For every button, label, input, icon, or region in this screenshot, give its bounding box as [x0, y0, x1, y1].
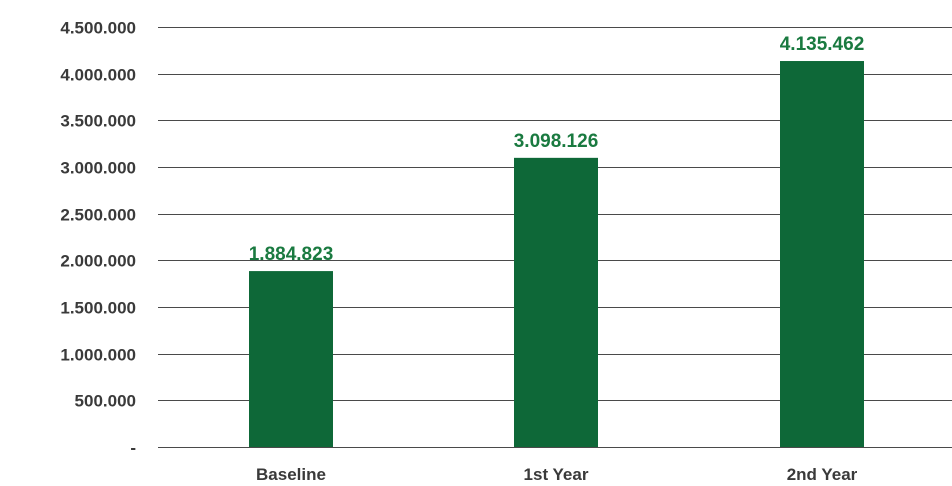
x-axis-category-labels: Baseline 1st Year 2nd Year	[256, 465, 858, 484]
bar-value-label: 4.135.462	[780, 34, 865, 55]
bars	[249, 61, 864, 448]
x-category-label: 2nd Year	[787, 465, 858, 484]
x-category-label: 1st Year	[524, 465, 589, 484]
x-category-label: Baseline	[256, 465, 326, 484]
y-tick-label: 1.000.000	[60, 346, 136, 365]
y-tick-label: 1.500.000	[60, 299, 136, 318]
y-axis-tick-labels: - 500.000 1.000.000 1.500.000 2.000.000 2.500…	[60, 19, 136, 458]
bar	[780, 61, 864, 447]
bar-value-label: 3.098.126	[514, 131, 599, 152]
y-tick-label: 2.500.000	[60, 206, 136, 225]
y-tick-label: 3.000.000	[60, 159, 136, 178]
y-tick-label: 4.000.000	[60, 66, 136, 85]
bar-value-label: 1.884.823	[249, 244, 334, 265]
y-tick-label: 500.000	[75, 392, 136, 411]
y-tick-label: 3.500.000	[60, 112, 136, 131]
y-tick-label: 4.500.000	[60, 19, 136, 38]
bar	[514, 157, 598, 448]
bar-value-labels: 1.884.823 3.098.126 4.135.462	[249, 34, 865, 265]
bar	[249, 271, 333, 447]
y-tick-label: 2.000.000	[60, 252, 136, 271]
y-tick-label: -	[130, 439, 136, 458]
